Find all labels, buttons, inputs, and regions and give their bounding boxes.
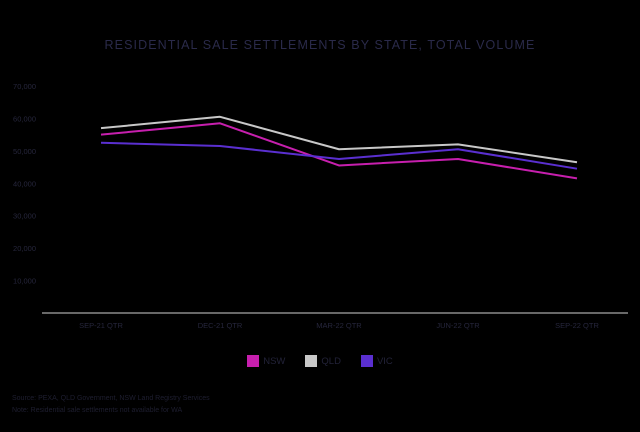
y-axis: 10,000 20,000 30,000 40,000 50,000 60,000 70,0… — [13, 82, 36, 286]
legend-swatch — [247, 355, 260, 367]
legend-swatch — [360, 355, 373, 367]
source-note: Source: PEXA, QLD Government, NSW Land R… — [12, 395, 210, 402]
x-tick-label: SEP-22 QTR — [555, 321, 599, 330]
series-line-vic — [100, 141, 578, 170]
chart-title: RESIDENTIAL SALE SETTLEMENTS BY STATE, T… — [104, 38, 536, 52]
y-tick-label: 60,000 — [13, 114, 36, 123]
x-tick-label: JUN-22 QTR — [436, 321, 480, 330]
legend-label: QLD — [321, 355, 341, 367]
x-tick-label: DEC-21 QTR — [198, 321, 243, 330]
x-tick-label: MAR-22 QTR — [316, 321, 362, 330]
series-lines — [100, 115, 578, 180]
legend-item-vic: VIC — [360, 355, 393, 367]
legend: NSW QLD VIC — [0, 355, 640, 367]
x-tick-label: SEP-21 QTR — [79, 321, 123, 330]
y-tick-label: 40,000 — [13, 179, 36, 188]
y-tick-label: 50,000 — [13, 147, 36, 156]
y-tick-label: 30,000 — [13, 212, 36, 221]
wa-note: Note: Residential sale settlements not a… — [12, 407, 183, 414]
legend-swatch — [305, 355, 318, 367]
y-tick-label: 20,000 — [13, 244, 36, 253]
legend-item-qld: QLD — [305, 355, 341, 367]
y-tick-label: 70,000 — [13, 82, 36, 91]
legend-label: NSW — [263, 355, 286, 367]
x-axis: SEP-21 QTR DEC-21 QTR MAR-22 QTR JUN-22 QTR… — [79, 321, 599, 330]
series-line-qld — [100, 115, 578, 164]
footnotes: Source: PEXA, QLD Government, NSW Land R… — [12, 393, 210, 417]
y-tick-label: 10,000 — [13, 277, 36, 286]
series-line-nsw — [100, 122, 578, 180]
legend-item-nsw: NSW — [247, 355, 285, 367]
legend-label: VIC — [376, 355, 393, 367]
